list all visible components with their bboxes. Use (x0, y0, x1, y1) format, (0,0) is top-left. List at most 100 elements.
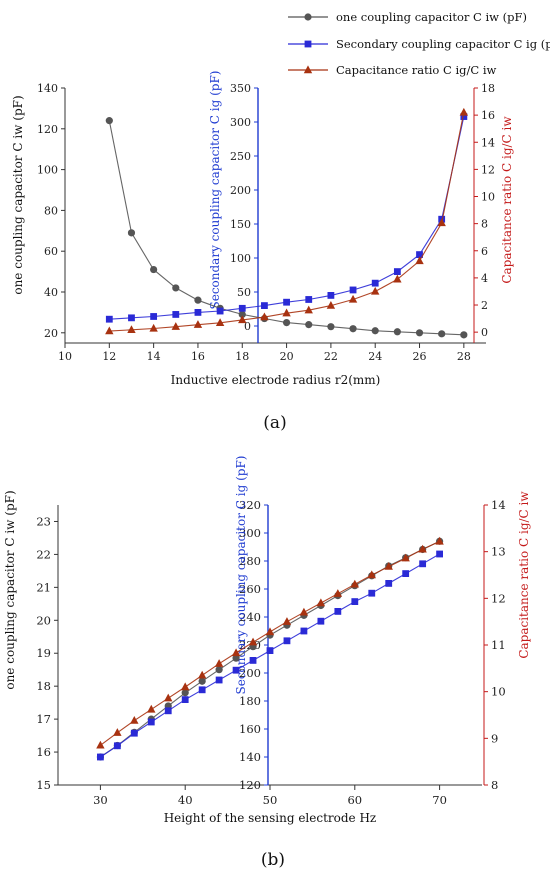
x-tick-label: 26 (413, 350, 427, 363)
left-y-tick-label: 80 (44, 204, 58, 217)
left-y-tick-label: 21 (36, 580, 51, 594)
panel-label: (b) (261, 850, 285, 870)
data-point (368, 589, 376, 597)
data-point (266, 647, 274, 654)
data-point (305, 321, 313, 329)
x-axis-label: Height of the sensing electrode Hz (164, 811, 377, 825)
right-y-tick-label: 11 (491, 638, 506, 652)
data-point (393, 328, 401, 336)
data-point (438, 330, 446, 338)
data-point (334, 608, 342, 615)
data-point (164, 693, 173, 702)
legend-marker (304, 13, 312, 21)
x-tick-label: 60 (347, 793, 362, 807)
right-y-tick-label: 16 (481, 109, 495, 122)
data-point (327, 323, 335, 331)
data-point (367, 570, 376, 579)
data-point (238, 310, 246, 319)
x-tick-label: 70 (432, 793, 447, 807)
data-point (171, 322, 180, 330)
x-tick-label: 20 (280, 350, 294, 363)
chart-panel-b: 30 40 50 60 70 Height of the sensing electrod… (3, 456, 531, 871)
data-point (415, 256, 424, 265)
x-tick-label: 50 (263, 793, 278, 807)
data-point (305, 296, 313, 303)
data-point (349, 325, 357, 333)
data-point (147, 718, 155, 726)
mid-y-tick-label: 160 (239, 722, 261, 736)
left-y-tick-label: 22 (36, 547, 51, 561)
left-y-axis-label: one coupling capacitor C iw (pF) (3, 490, 17, 689)
left-y-tick-label: 140 (37, 82, 58, 95)
data-point (215, 666, 223, 674)
data-point (415, 329, 424, 337)
data-point (181, 682, 190, 691)
left-y-tick-label: 20 (36, 613, 51, 627)
right-y-tick-label: 2 (481, 299, 488, 312)
right-y-tick-label: 13 (491, 545, 506, 559)
data-point (238, 304, 246, 312)
left-y-tick-label: 16 (36, 745, 51, 759)
data-point (130, 716, 139, 724)
mid-y-tick-label: 100 (230, 252, 251, 265)
data-point (127, 325, 136, 334)
mid-y-tick-label: 120 (239, 778, 261, 792)
data-point (282, 617, 292, 625)
data-point (350, 579, 359, 588)
data-point (105, 326, 114, 335)
right-y-tick-label: 4 (481, 272, 488, 285)
data-point (181, 696, 189, 703)
data-point (282, 319, 291, 327)
x-tick-label: 14 (147, 350, 161, 363)
mid-y-tick-label: 200 (230, 184, 251, 197)
left-y-tick-label: 15 (36, 778, 51, 792)
data-point (260, 312, 269, 321)
series-right (105, 107, 469, 335)
left-y-tick-label: 40 (44, 286, 58, 299)
data-point (435, 536, 444, 545)
data-point (215, 676, 223, 684)
mid-y-tick-label: 50 (237, 286, 251, 299)
data-point (419, 560, 427, 568)
x-axis-label: Inductive electrode radius r2(mm) (171, 373, 381, 387)
left-y-tick-label: 20 (44, 327, 58, 340)
data-point (316, 598, 326, 607)
data-point (416, 251, 423, 258)
data-point (150, 313, 158, 320)
x-tick-label: 10 (58, 350, 72, 363)
data-point (231, 648, 241, 657)
data-point (327, 292, 335, 299)
right-y-tick-label: 9 (491, 731, 498, 745)
data-point (127, 229, 136, 237)
data-point (348, 294, 358, 303)
right-y-tick-label: 10 (481, 191, 495, 204)
left-y-tick-label: 23 (36, 514, 51, 528)
left-y-tick-label: 120 (37, 123, 58, 136)
left-y-tick-label: 18 (36, 679, 51, 693)
mid-y-tick-label: 240 (239, 610, 261, 624)
series-line (109, 116, 465, 320)
data-point (304, 305, 313, 314)
legend-entry: one coupling capacitor C iw (pF) (336, 10, 527, 24)
mid-y-tick-label: 0 (244, 320, 251, 333)
legend-entry: Capacitance ratio C ig/C iw (336, 63, 497, 77)
right-y-tick-label: 14 (481, 136, 495, 149)
right-y-tick-label: 14 (491, 498, 506, 512)
data-point (282, 308, 291, 317)
legend-marker (303, 65, 313, 74)
data-point (385, 580, 393, 587)
data-point (172, 284, 180, 292)
data-point (436, 550, 443, 558)
data-point (128, 314, 135, 322)
left-y-tick-label: 60 (44, 245, 58, 258)
data-point (215, 318, 225, 326)
right-y-tick-label: 12 (481, 163, 495, 176)
data-point (283, 298, 290, 306)
data-point (113, 728, 122, 736)
right-y-tick-label: 18 (481, 82, 495, 95)
data-point (437, 218, 446, 227)
data-point (96, 740, 105, 749)
data-point (198, 686, 206, 694)
series-right (96, 536, 444, 749)
